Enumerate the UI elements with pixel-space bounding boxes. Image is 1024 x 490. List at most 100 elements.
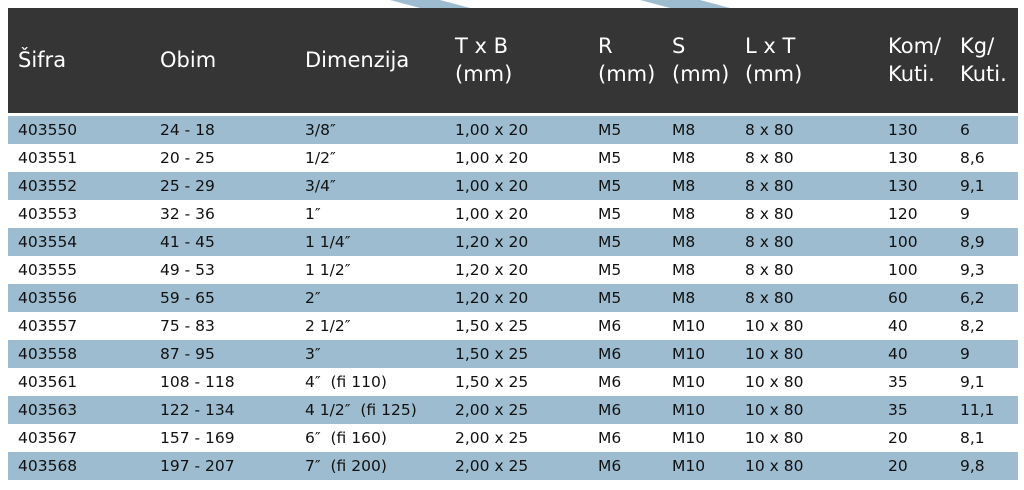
table-cell: 8 x 80 [745,177,794,195]
table-cell: M10 [672,429,706,447]
table-cell: 41 - 45 [160,233,215,251]
table-cell: M10 [672,373,706,391]
table-cell: 157 - 169 [160,429,235,447]
table-cell: 403551 [18,149,78,167]
table-cell: 403550 [18,121,78,139]
table-row: 403567 157 - 169 6″ (fi 160) 2,00 x 25 M6 M10… [8,424,1018,452]
table-cell: M8 [672,261,696,279]
table-cell: M5 [598,149,622,167]
table-cell: 1,50 x 25 [455,345,529,363]
table-row: 403558 87 - 95 3″ 1,50 x 25 M6 M10 10 x 80 40 9 [8,340,1018,368]
header-cell: S [672,34,686,58]
table-cell: 1,00 x 20 [455,121,529,139]
table-cell: 403553 [18,205,78,223]
table-cell: 10 x 80 [745,457,804,475]
header-cell: (mm) [598,62,656,86]
table-cell: M8 [672,121,696,139]
table-cell: 3/4″ [305,177,336,195]
table-cell: 2,00 x 25 [455,401,529,419]
table-cell: 8 x 80 [745,233,794,251]
table-cell: 1,20 x 20 [455,289,529,307]
header-cell: T x B [455,34,509,58]
header-cell: (mm) [455,62,513,86]
table-cell: 6″ (fi 160) [305,429,387,447]
table-cell: 1,50 x 25 [455,373,529,391]
table-cell: 403563 [18,401,78,419]
table-cell: 1,20 x 20 [455,261,529,279]
table-cell: 24 - 18 [160,121,215,139]
table-cell: 35 [888,373,908,391]
table-cell: M8 [672,233,696,251]
table-cell: M5 [598,289,622,307]
table-cell: 3″ [305,345,321,363]
table-cell: 2 1/2″ [305,317,351,335]
header-cell: R [598,34,613,58]
header-cell: Kuti. [888,62,935,86]
table-cell: 1/2″ [305,149,336,167]
table-cell: M8 [672,289,696,307]
table-cell: 403557 [18,317,78,335]
table-cell: 10 x 80 [745,317,804,335]
table-cell: 8,2 [960,317,985,335]
table-cell: 4″ (fi 110) [305,373,387,391]
table-cell: 8,6 [960,149,985,167]
table-cell: 130 [888,177,918,195]
table-cell: 7″ (fi 200) [305,457,387,475]
stripe [390,0,470,8]
table-cell: 49 - 53 [160,261,215,279]
table-cell: 87 - 95 [160,345,215,363]
table-cell: 122 - 134 [160,401,235,419]
table-cell: 25 - 29 [160,177,215,195]
table-cell: 40 [888,317,908,335]
table-cell: 40 [888,345,908,363]
table-cell: 8 x 80 [745,289,794,307]
table-cell: M6 [598,457,622,475]
table-cell: M8 [672,149,696,167]
header-cell: Kom/ [888,34,942,58]
table-row: 403551 20 - 25 1/2″ 1,00 x 20 M5 M8 8 x 80 130 8… [8,144,1018,172]
table-cell: M6 [598,401,622,419]
table-row: 403557 75 - 83 2 1/2″ 1,50 x 25 M6 M10 10 x 80… [8,312,1018,340]
table-cell: 1″ [305,205,321,223]
table-cell: 20 [888,429,908,447]
table-row: 403553 32 - 36 1″ 1,00 x 20 M5 M8 8 x 80 120 9 [8,200,1018,228]
table-cell: 403561 [18,373,78,391]
table-cell: 403552 [18,177,78,195]
table-cell: M5 [598,177,622,195]
table-cell: 3/8″ [305,121,336,139]
table-cell: 9 [960,345,970,363]
table-cell: M10 [672,457,706,475]
table-cell: M5 [598,121,622,139]
header-cell: (mm) [745,62,803,86]
table-cell: 6,2 [960,289,985,307]
table-cell: 130 [888,149,918,167]
table-cell: 20 [888,457,908,475]
table-cell: 60 [888,289,908,307]
table-row: 403554 41 - 45 1 1/4″ 1,20 x 20 M5 M8 8 x 80 10… [8,228,1018,256]
table-row: 403555 49 - 53 1 1/2″ 1,20 x 20 M5 M8 8 x 80 10… [8,256,1018,284]
table-cell: M5 [598,233,622,251]
table-cell: 1 1/4″ [305,233,351,251]
table-cell: 10 x 80 [745,429,804,447]
table-cell: 8,1 [960,429,985,447]
table-cell: 8 x 80 [745,149,794,167]
table-cell: 1,00 x 20 [455,205,529,223]
table-cell: 1,20 x 20 [455,233,529,251]
table-cell: M10 [672,345,706,363]
table-cell: 1 1/2″ [305,261,351,279]
table-cell: 11,1 [960,401,995,419]
table-cell: 75 - 83 [160,317,215,335]
table-cell: 9,1 [960,373,985,391]
table-cell: 1,00 x 20 [455,149,529,167]
header-cell: Obim [160,48,217,72]
table-cell: 4 1/2″ (fi 125) [305,401,417,419]
table-cell: 1,00 x 20 [455,177,529,195]
table-cell: M6 [598,373,622,391]
table-cell: 2″ [305,289,321,307]
table-cell: 9,3 [960,261,985,279]
table-cell: 403567 [18,429,78,447]
header-cell: (mm) [672,62,730,86]
header-cell: Dimenzija [305,48,410,72]
